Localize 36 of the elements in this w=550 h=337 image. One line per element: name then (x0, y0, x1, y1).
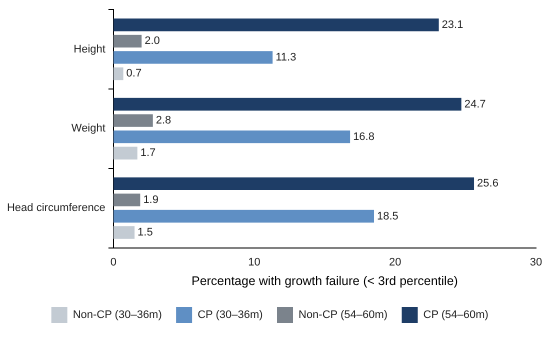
bar (113, 130, 350, 144)
x-axis-title: Percentage with growth failure (< 3rd percentile) (191, 274, 458, 288)
bar (113, 177, 474, 190)
x-tick-label: 0 (110, 256, 116, 268)
data-label: 16.8 (353, 130, 374, 143)
data-label: 24.7 (464, 98, 486, 110)
bar (113, 194, 140, 206)
bar (113, 34, 142, 48)
bar (113, 67, 124, 80)
data-label: 18.5 (377, 210, 398, 222)
bar (113, 146, 138, 160)
data-label: 23.1 (442, 18, 464, 31)
data-label: 2.0 (144, 35, 160, 48)
y-tick-label: Head circumference (6, 202, 106, 214)
data-label: 1.9 (143, 194, 158, 206)
y-tick-label: Height (74, 43, 106, 56)
legend-label: Non-CP (54–60m) (298, 309, 388, 322)
data-label: 1.5 (138, 226, 153, 239)
legend-label: CP (30–36m) (198, 309, 263, 322)
bar (113, 226, 135, 239)
data-label: 11.3 (276, 51, 296, 64)
x-tick-label: 30 (530, 256, 542, 268)
data-label: 2.8 (156, 114, 172, 127)
y-tick-label: Weight (71, 122, 106, 135)
data-label: 0.7 (126, 68, 142, 80)
data-label: 1.7 (140, 147, 156, 160)
legend-label: Non-CP (30–36m) (72, 309, 162, 322)
bar (113, 114, 153, 127)
bar (113, 98, 462, 111)
bar (113, 210, 374, 223)
bar (113, 51, 273, 64)
x-tick-label: 10 (248, 256, 260, 268)
legend-label: CP (54–60m) (423, 309, 488, 322)
x-tick-label: 20 (389, 256, 402, 268)
data-label: 25.6 (477, 178, 498, 190)
bar (113, 18, 439, 32)
